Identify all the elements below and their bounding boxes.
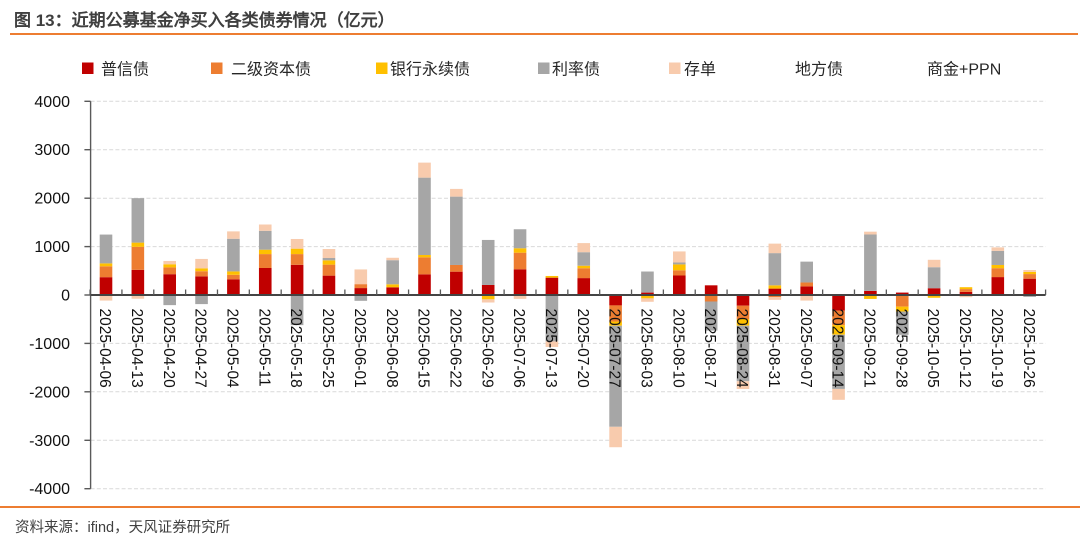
svg-text:-1000: -1000	[29, 336, 70, 353]
svg-text:2025-05-25: 2025-05-25	[319, 309, 336, 388]
svg-text:2025-04-06: 2025-04-06	[96, 309, 113, 388]
svg-text:地方债: 地方债	[795, 61, 843, 79]
svg-text:2025-05-11: 2025-05-11	[255, 309, 272, 387]
svg-text:普信债: 普信债	[101, 61, 149, 79]
svg-text:2025-06-29: 2025-06-29	[478, 309, 495, 388]
svg-text:2025-10-12: 2025-10-12	[956, 309, 973, 388]
svg-text:2000: 2000	[34, 191, 70, 208]
svg-text:-2000: -2000	[29, 384, 70, 401]
svg-text:2025-07-13: 2025-07-13	[542, 309, 559, 388]
svg-text:2025-04-27: 2025-04-27	[192, 309, 209, 388]
svg-text:2025-08-24: 2025-08-24	[733, 309, 750, 389]
svg-text:2025-06-22: 2025-06-22	[447, 309, 464, 388]
svg-text:3000: 3000	[34, 142, 70, 159]
svg-text:2025-10-05: 2025-10-05	[924, 309, 941, 388]
svg-text:2025-04-20: 2025-04-20	[160, 309, 177, 389]
svg-text:2025-05-18: 2025-05-18	[287, 309, 304, 388]
svg-text:2025-10-19: 2025-10-19	[988, 309, 1005, 388]
svg-text:2025-08-31: 2025-08-31	[765, 309, 782, 388]
svg-text:二级资本债: 二级资本债	[231, 61, 311, 79]
svg-text:2025-09-14: 2025-09-14	[829, 309, 846, 389]
svg-text:2025-06-01: 2025-06-01	[351, 309, 368, 388]
svg-text:商金+PPN: 商金+PPN	[927, 61, 1001, 79]
svg-text:2025-08-10: 2025-08-10	[669, 309, 686, 389]
svg-text:2025-08-03: 2025-08-03	[638, 309, 655, 388]
svg-text:2025-10-26: 2025-10-26	[1020, 309, 1037, 388]
svg-text:2025-06-08: 2025-06-08	[383, 309, 400, 388]
svg-text:-3000: -3000	[29, 433, 70, 450]
svg-text:4000: 4000	[34, 94, 70, 111]
svg-text:2025-09-28: 2025-09-28	[892, 309, 909, 388]
svg-text:2025-04-13: 2025-04-13	[128, 309, 145, 388]
svg-text:2025-09-07: 2025-09-07	[797, 309, 814, 388]
svg-text:2025-06-15: 2025-06-15	[415, 309, 432, 388]
svg-text:2025-07-27: 2025-07-27	[606, 309, 623, 388]
svg-text:银行永续债: 银行永续债	[390, 61, 470, 79]
svg-text:利率债: 利率债	[552, 61, 600, 79]
svg-text:2025-05-04: 2025-05-04	[224, 309, 241, 389]
svg-text:2025-08-17: 2025-08-17	[701, 309, 718, 388]
svg-text:-4000: -4000	[29, 481, 70, 498]
svg-text:1000: 1000	[34, 239, 70, 256]
svg-text:2025-07-06: 2025-07-06	[510, 309, 527, 388]
svg-text:2025-09-21: 2025-09-21	[861, 309, 878, 388]
svg-text:2025-07-20: 2025-07-20	[574, 309, 591, 389]
svg-text:存单: 存单	[684, 61, 716, 79]
svg-text:0: 0	[61, 288, 70, 305]
